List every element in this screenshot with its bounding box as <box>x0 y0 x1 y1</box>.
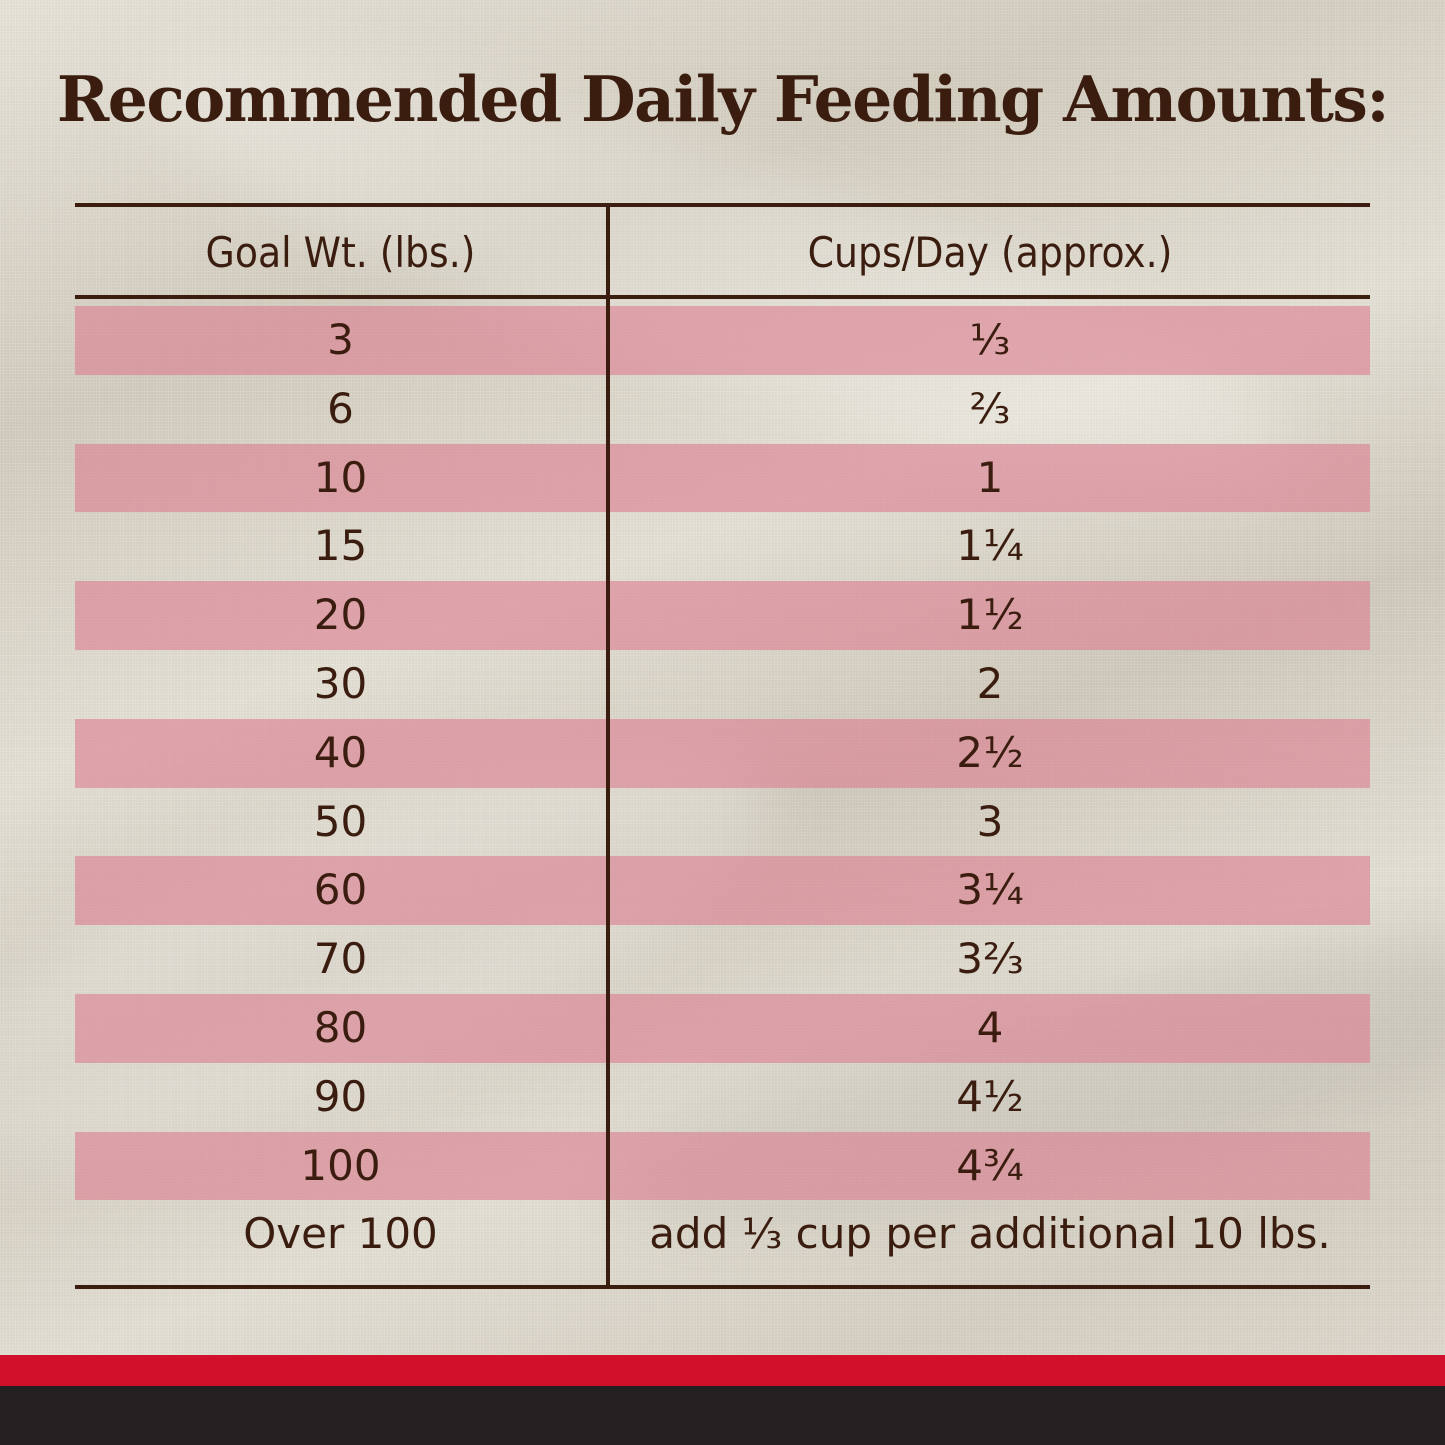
table-row: 10 1 <box>75 443 1370 513</box>
table-row: 80 4 <box>75 993 1370 1063</box>
page-title: Recommended Daily Feeding Amounts: <box>56 62 1390 136</box>
cups-per-day-cell: 3 <box>976 796 1004 846</box>
table-row: 90 4½ <box>75 1063 1370 1132</box>
cups-per-day-cell: ⅓ <box>969 315 1011 364</box>
brand-stripe-red <box>0 1355 1445 1386</box>
table-row: 20 1½ <box>75 581 1370 650</box>
goal-weight-cell: 10 <box>313 452 368 502</box>
cups-per-day-cell: ⅔ <box>969 383 1011 433</box>
goal-weight-cell: 60 <box>313 865 368 915</box>
goal-weight-cell: 30 <box>313 658 368 708</box>
cups-per-day-cell: 2½ <box>956 727 1024 777</box>
goal-weight-cell: 6 <box>327 383 354 433</box>
brand-stripe-black <box>0 1386 1445 1445</box>
cups-per-day-cell: 3⅔ <box>956 934 1024 984</box>
goal-weight-cell: 80 <box>313 1002 368 1052</box>
table-row: 100 4¾ <box>75 1131 1370 1201</box>
goal-weight-cell: 15 <box>313 521 368 571</box>
table-row: 70 3⅔ <box>75 925 1370 994</box>
goal-weight-cell: 20 <box>313 590 368 640</box>
goal-weight-cell: Over 100 <box>243 1209 438 1259</box>
header-rule <box>75 295 1370 299</box>
header-cups-per-day: Cups/Day (approx.) <box>807 228 1173 277</box>
goal-weight-cell: 70 <box>313 934 368 984</box>
table-row: 30 2 <box>75 650 1370 719</box>
header-goal-weight: Goal Wt. (lbs.) <box>205 228 476 277</box>
cups-per-day-cell: 1¼ <box>956 521 1024 571</box>
table-row: 60 3¼ <box>75 856 1370 926</box>
table-body: 3 ⅓ 6 ⅔ 10 1 15 1¼ 20 1½ 30 2 40 2½ 50 3 60 3¼ 70 3⅔ 80 4 90 4½… <box>75 306 1370 1269</box>
table-row: Over 100 add ⅓ cup per additional 10 lbs. <box>75 1200 1370 1269</box>
cups-per-day-cell: 3¼ <box>956 865 1024 915</box>
table-bottom-rule <box>75 1285 1370 1289</box>
goal-weight-cell: 3 <box>327 315 354 364</box>
table-row: 50 3 <box>75 788 1370 857</box>
cups-per-day-cell: 1 <box>976 452 1004 502</box>
table-top-rule <box>75 203 1370 207</box>
cups-per-day-cell: 1½ <box>956 590 1024 640</box>
goal-weight-cell: 40 <box>313 727 368 777</box>
table-row: 15 1¼ <box>75 512 1370 581</box>
cups-per-day-cell: 4¾ <box>956 1140 1024 1190</box>
goal-weight-cell: 90 <box>313 1071 368 1121</box>
cups-per-day-cell: 4 <box>976 1002 1004 1052</box>
cups-per-day-cell: add ⅓ cup per additional 10 lbs. <box>649 1209 1331 1259</box>
column-divider <box>606 203 610 1289</box>
goal-weight-cell: 100 <box>300 1140 381 1190</box>
table-row: 40 2½ <box>75 718 1370 788</box>
cups-per-day-cell: 4½ <box>956 1071 1024 1121</box>
goal-weight-cell: 50 <box>313 796 368 846</box>
cups-per-day-cell: 2 <box>976 658 1004 708</box>
